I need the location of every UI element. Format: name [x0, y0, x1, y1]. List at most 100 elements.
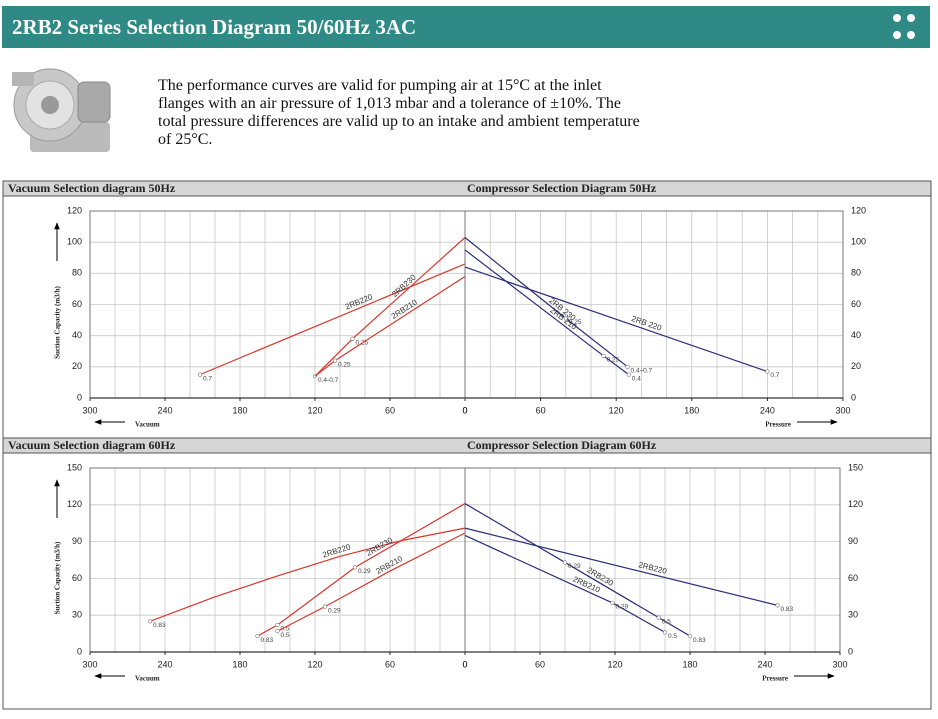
- y-tick-label: 120: [848, 499, 863, 509]
- point-label: 0.83: [261, 637, 274, 644]
- y-tick-label: 40: [72, 330, 82, 340]
- point-marker: [610, 600, 615, 606]
- point-label: 0.83: [153, 622, 166, 629]
- y-tick-label: 120: [67, 205, 82, 215]
- x-tick-label: 300: [82, 405, 97, 415]
- x-tick-label: 0: [462, 659, 467, 669]
- point-label: 0.5: [281, 632, 290, 639]
- y-tick-label: 120: [67, 499, 82, 509]
- series-line: [464, 266, 768, 373]
- point-label: 0.5: [668, 633, 677, 640]
- y-tick-label: 150: [67, 462, 82, 472]
- point-marker: [275, 629, 280, 634]
- point-label: 0.4÷0.7: [631, 368, 653, 375]
- y-tick-label: 0: [851, 392, 856, 402]
- y-tick-label: 20: [851, 361, 861, 371]
- point-marker: [147, 619, 153, 624]
- y-tick-label: 80: [72, 268, 82, 278]
- x-tick-label: 300: [82, 659, 97, 669]
- series-line: [464, 237, 628, 368]
- point-marker: [656, 615, 661, 620]
- point-label: 0.5: [662, 618, 671, 625]
- series-line: [199, 263, 466, 376]
- plot-frame: [464, 467, 841, 653]
- chart-title: Vacuum Selection diagram 60Hz: [8, 438, 176, 452]
- y-tick-label: 60: [851, 299, 861, 309]
- y-tick-label: 60: [848, 573, 858, 583]
- x-axis-label: Pressure: [762, 675, 788, 683]
- point-label: 0.4: [632, 375, 641, 382]
- point-marker: [562, 560, 568, 565]
- y-tick-label: 60: [72, 573, 82, 583]
- y-tick-label: 0: [848, 646, 853, 656]
- series-line: [464, 503, 691, 637]
- point-label: 0.4-0.7: [318, 377, 339, 384]
- point-label: 0.83: [781, 606, 794, 613]
- header-bar: 2RB2 Series Selection Diagram 50/60Hz 3A…: [2, 6, 930, 48]
- y-tick-label: 150: [848, 462, 863, 472]
- y-tick-label: 60: [72, 299, 82, 309]
- point-label: 0.25: [569, 319, 582, 326]
- x-tick-label: 60: [535, 659, 545, 669]
- x-tick-label: 0: [462, 659, 467, 669]
- x-tick-label: 180: [232, 659, 247, 669]
- x-axis-label: Vacuum: [135, 675, 160, 683]
- y-tick-label: 20: [72, 361, 82, 371]
- point-label: 0.25: [607, 357, 620, 364]
- series-line: [277, 532, 466, 632]
- y-tick-label: 120: [851, 205, 866, 215]
- point-label: 0.7: [770, 372, 779, 379]
- y-tick-label: 40: [851, 330, 861, 340]
- point-marker: [765, 369, 770, 374]
- point-label: 0.29: [328, 607, 341, 614]
- x-tick-label: 180: [232, 405, 247, 415]
- y-tick-label: 90: [848, 536, 858, 546]
- x-tick-label: 60: [385, 659, 395, 669]
- y-axis-label: Suction Capacity (m3/h): [54, 285, 62, 358]
- point-marker: [601, 353, 606, 359]
- point-marker: [352, 565, 358, 570]
- y-tick-label: 30: [848, 610, 858, 620]
- x-tick-label: 180: [682, 659, 697, 669]
- point-marker: [322, 604, 328, 609]
- x-tick-label: 60: [385, 405, 395, 415]
- series-line: [257, 503, 466, 637]
- series-line: [149, 527, 466, 622]
- y-tick-label: 100: [67, 237, 82, 247]
- x-axis-label: Pressure: [765, 421, 791, 429]
- point-marker: [332, 358, 338, 363]
- x-tick-label: 300: [835, 405, 850, 415]
- x-tick-label: 120: [609, 405, 624, 415]
- point-label: 0.29: [616, 604, 629, 611]
- point-marker: [197, 372, 203, 377]
- point-label: 0.7: [203, 375, 212, 382]
- x-tick-label: 60: [536, 405, 546, 415]
- y-tick-label: 0: [77, 392, 82, 402]
- y-tick-label: 90: [72, 536, 82, 546]
- point-label: 0.29: [358, 568, 371, 575]
- point-marker: [775, 603, 780, 608]
- header-dots: [893, 14, 915, 39]
- section-bar: [2, 437, 932, 454]
- y-tick-label: 80: [851, 268, 861, 278]
- series-name: 2RB210: [374, 554, 404, 576]
- x-axis-label: Vacuum: [135, 421, 160, 429]
- x-tick-label: 240: [760, 405, 775, 415]
- series-line: [464, 527, 778, 606]
- description: The performance curves are valid for pum…: [158, 77, 640, 148]
- point-label: 0.29: [568, 563, 581, 570]
- y-axis-label: Suction Capacity (m3/h): [54, 541, 62, 614]
- point-marker: [350, 336, 355, 341]
- y-tick-label: 100: [851, 237, 866, 247]
- point-marker: [625, 364, 630, 369]
- point-label: 0.25: [338, 361, 351, 368]
- header-title: 2RB2 Series Selection Diagram 50/60Hz 3A…: [12, 15, 417, 39]
- x-tick-label: 240: [757, 659, 772, 669]
- x-tick-label: 0: [462, 405, 467, 415]
- point-marker: [275, 622, 280, 628]
- point-label: 0.83: [693, 637, 706, 644]
- point-marker: [255, 633, 260, 639]
- blower-image: [12, 68, 111, 152]
